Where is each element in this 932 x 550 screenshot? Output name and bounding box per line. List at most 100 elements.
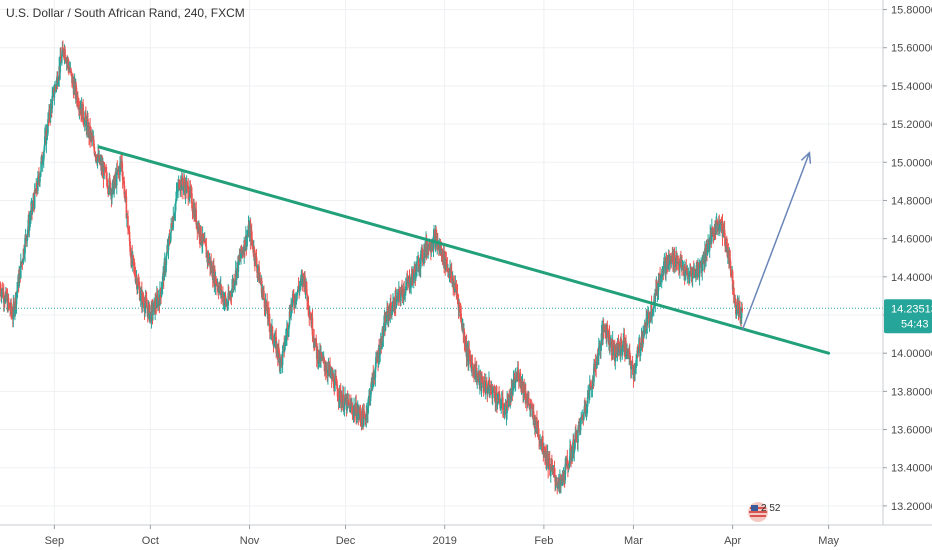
- candle-body: [499, 406, 502, 409]
- candle-body: [576, 431, 578, 442]
- forecast-arrow[interactable]: [741, 152, 811, 331]
- candle-body: [350, 402, 352, 404]
- candle-body: [327, 369, 329, 376]
- candle-body: [269, 322, 271, 332]
- candle-body: [247, 233, 249, 236]
- candle-body: [147, 306, 150, 318]
- candle-body: [438, 247, 441, 250]
- candle-body: [636, 350, 639, 352]
- candle-body: [405, 284, 408, 287]
- candle-body: [86, 121, 88, 131]
- candle-body: [336, 388, 339, 397]
- candle-body: [609, 346, 611, 348]
- candle-body: [215, 276, 217, 284]
- price-tick-label: 15.80000: [891, 5, 932, 17]
- candle-body: [738, 303, 741, 308]
- time-axis[interactable]: Sep Oct Nov Dec 2019 Feb Mar Apr May: [45, 525, 840, 547]
- candle-body: [230, 293, 232, 296]
- candle-body: [359, 409, 361, 414]
- candle-body: [56, 75, 59, 85]
- candle-body: [460, 321, 463, 328]
- candle-body: [721, 221, 724, 237]
- candle-body: [652, 308, 654, 310]
- candle-body: [170, 223, 173, 225]
- candle-body: [600, 333, 603, 345]
- candle-body: [187, 185, 190, 199]
- candle-body: [564, 460, 567, 465]
- candle-body: [343, 408, 345, 411]
- candle-body: [296, 291, 299, 294]
- candle-body: [503, 410, 506, 415]
- candle-body: [336, 381, 338, 389]
- candle-body: [218, 287, 220, 293]
- candle-body: [735, 299, 737, 314]
- drawing-tools-layer[interactable]: [97, 145, 831, 355]
- candle-body: [38, 175, 40, 180]
- candle-body: [603, 326, 606, 330]
- candle-body: [458, 303, 461, 307]
- candle-body: [585, 404, 587, 413]
- candle-body: [512, 379, 515, 383]
- candle-body: [524, 391, 527, 401]
- candle-body: [53, 88, 55, 98]
- candle-body: [200, 242, 203, 245]
- candle-body: [41, 162, 44, 164]
- candle-body: [418, 269, 420, 272]
- candle-body: [346, 396, 348, 411]
- candle-body: [687, 274, 689, 278]
- candle-body: [498, 391, 500, 394]
- candle-body: [0, 291, 3, 296]
- candle-body: [548, 458, 551, 470]
- candle-body: [451, 279, 453, 281]
- candle-body: [55, 79, 58, 87]
- candle-body: [407, 279, 410, 284]
- candle-body: [385, 316, 387, 322]
- candle-body: [554, 475, 556, 482]
- candle-body: [403, 293, 406, 296]
- candle-body: [233, 279, 235, 287]
- candle-body: [550, 464, 553, 471]
- candle-body: [272, 339, 274, 344]
- trend-line[interactable]: [97, 145, 831, 355]
- candle-body: [617, 341, 619, 344]
- candle-body: [255, 253, 257, 257]
- candle-body: [25, 234, 27, 239]
- candle-body: [253, 247, 256, 260]
- candle-body: [323, 357, 325, 365]
- candle-body: [104, 168, 107, 172]
- candle-body: [287, 324, 289, 333]
- candle-body: [95, 155, 98, 160]
- candle-body: [270, 326, 273, 332]
- candle-body: [606, 324, 609, 332]
- candle-body: [298, 286, 301, 292]
- candle-body: [187, 198, 190, 200]
- candle-body: [351, 406, 354, 412]
- candle-body: [727, 251, 730, 257]
- candle-body: [51, 91, 54, 96]
- candle-body: [280, 356, 283, 361]
- price-axis[interactable]: 13.20000 13.40000 13.60000 13.80000 14.00000…: [883, 5, 932, 513]
- candle-body: [639, 351, 642, 353]
- candle-body: [268, 313, 271, 323]
- candle-body: [469, 355, 472, 360]
- candle-body: [363, 411, 365, 416]
- candle-body: [274, 336, 276, 342]
- candle-body: [468, 348, 471, 355]
- event-flags[interactable]: 2 52: [748, 502, 781, 522]
- candle-body: [459, 306, 461, 313]
- candle-body: [517, 369, 520, 380]
- candle-body: [244, 246, 247, 251]
- candle-body: [189, 186, 192, 193]
- candle-body: [635, 356, 638, 361]
- candle-body: [422, 258, 425, 261]
- candle-body: [665, 257, 667, 273]
- candle-body: [160, 290, 163, 297]
- candle-body: [161, 276, 164, 287]
- candle-body: [266, 301, 268, 314]
- candle-body: [346, 396, 349, 402]
- candle-body: [651, 309, 654, 316]
- candle-body: [355, 402, 357, 420]
- candle-body: [625, 340, 627, 355]
